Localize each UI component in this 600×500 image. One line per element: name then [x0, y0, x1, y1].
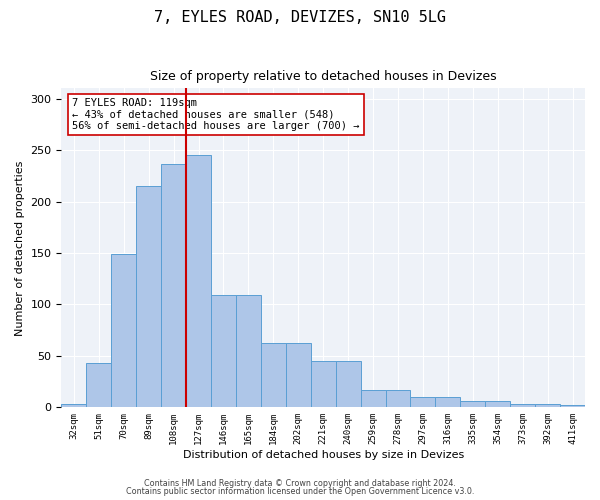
- Bar: [436, 397, 460, 407]
- Bar: [510, 404, 535, 407]
- Title: Size of property relative to detached houses in Devizes: Size of property relative to detached ho…: [150, 70, 497, 83]
- Bar: [286, 342, 311, 407]
- Text: 7, EYLES ROAD, DEVIZES, SN10 5LG: 7, EYLES ROAD, DEVIZES, SN10 5LG: [154, 10, 446, 25]
- Bar: [136, 186, 161, 408]
- Bar: [261, 342, 286, 407]
- Bar: [361, 390, 386, 407]
- X-axis label: Distribution of detached houses by size in Devizes: Distribution of detached houses by size …: [182, 450, 464, 460]
- Bar: [161, 164, 186, 408]
- Bar: [211, 295, 236, 408]
- Bar: [86, 363, 111, 408]
- Y-axis label: Number of detached properties: Number of detached properties: [15, 160, 25, 336]
- Bar: [236, 295, 261, 408]
- Text: Contains HM Land Registry data © Crown copyright and database right 2024.: Contains HM Land Registry data © Crown c…: [144, 478, 456, 488]
- Text: Contains public sector information licensed under the Open Government Licence v3: Contains public sector information licen…: [126, 487, 474, 496]
- Bar: [61, 404, 86, 407]
- Bar: [535, 404, 560, 407]
- Text: 7 EYLES ROAD: 119sqm
← 43% of detached houses are smaller (548)
56% of semi-deta: 7 EYLES ROAD: 119sqm ← 43% of detached h…: [72, 98, 359, 131]
- Bar: [386, 390, 410, 407]
- Bar: [560, 406, 585, 407]
- Bar: [485, 401, 510, 407]
- Bar: [460, 401, 485, 407]
- Bar: [335, 361, 361, 408]
- Bar: [111, 254, 136, 408]
- Bar: [186, 155, 211, 407]
- Bar: [410, 397, 436, 407]
- Bar: [311, 361, 335, 408]
